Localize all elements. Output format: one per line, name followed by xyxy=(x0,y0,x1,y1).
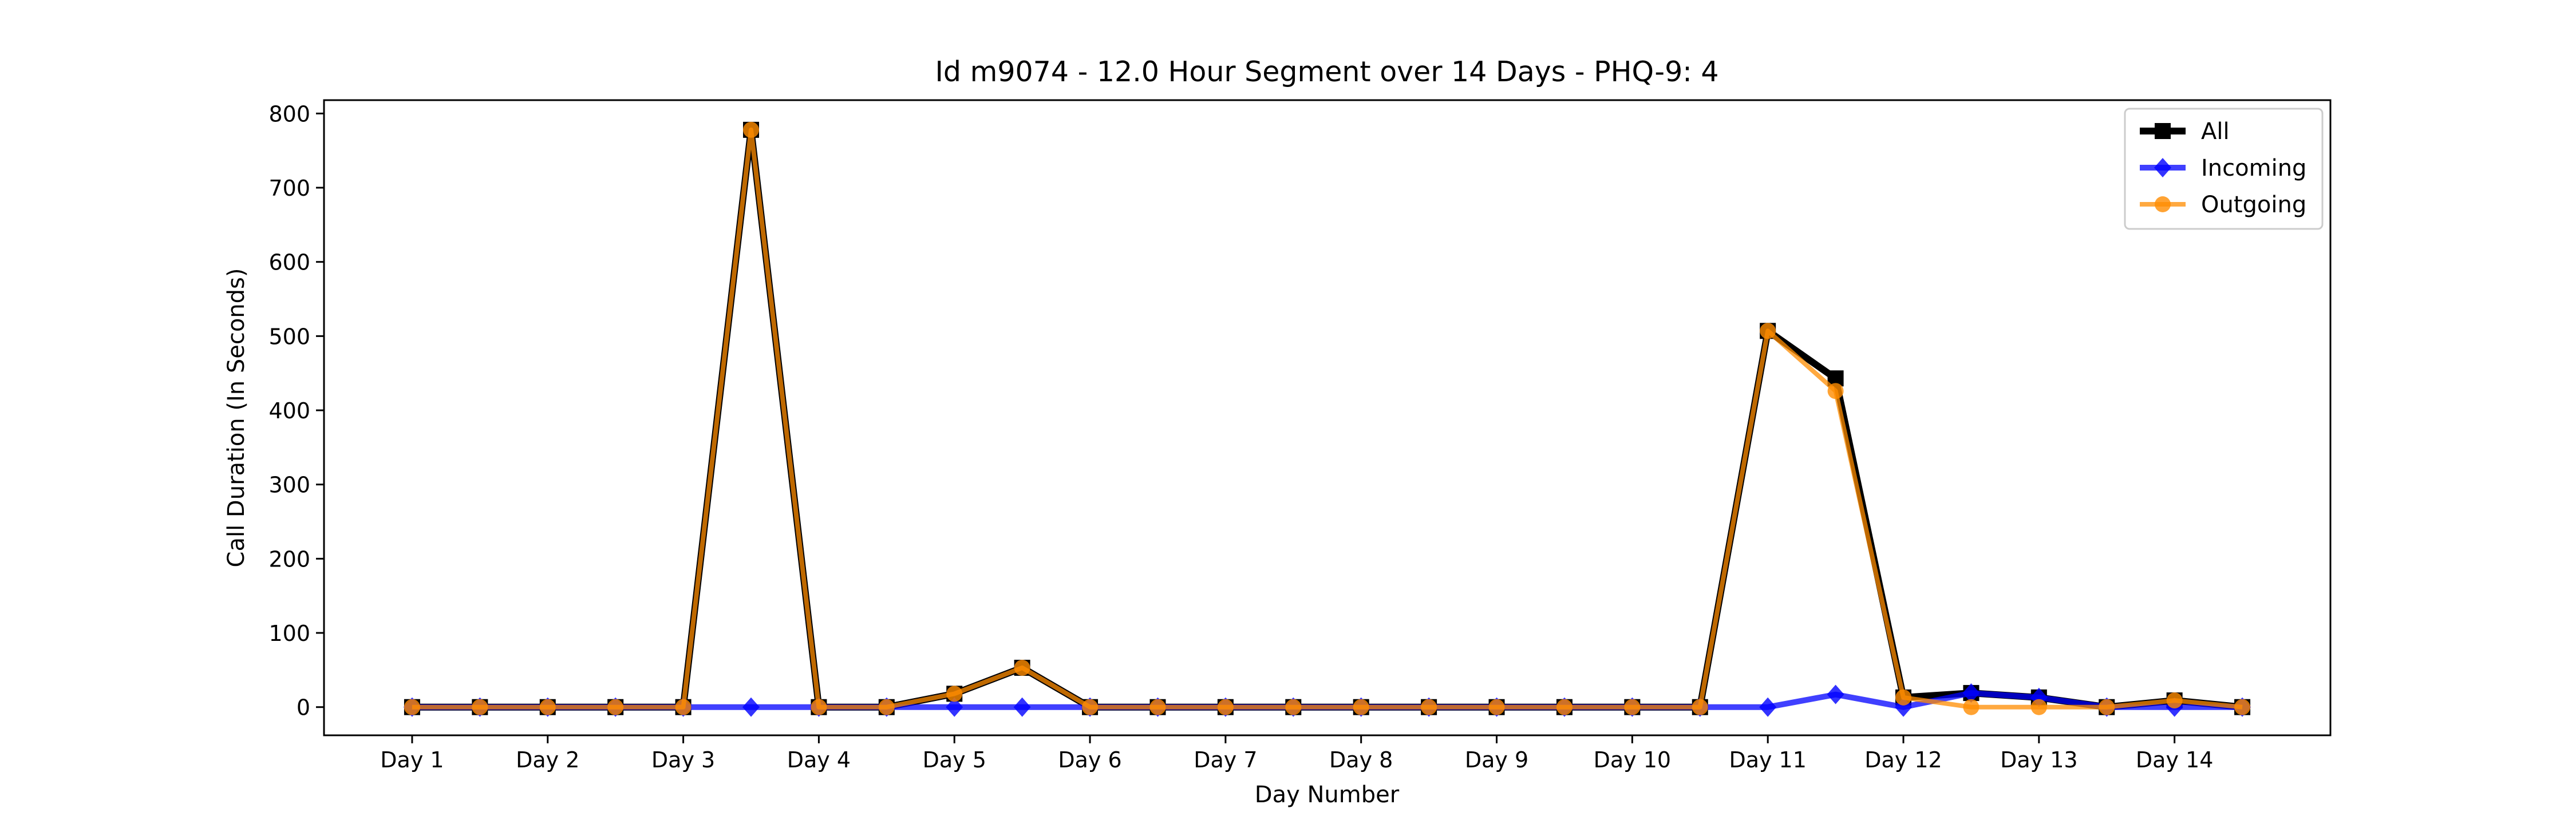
x-tick-label: Day 7 xyxy=(1194,747,1257,772)
legend: All Incoming Outgoing xyxy=(2124,108,2324,230)
data-point xyxy=(1692,699,1708,715)
y-tick-label: 400 xyxy=(268,398,310,423)
x-axis: Day 1 Day 2 Day 3 Day 4 Day 5 Day 6 Day 7 Day 8… xyxy=(380,735,2213,772)
data-point xyxy=(2030,699,2047,715)
x-tick-label: Day 8 xyxy=(1329,747,1393,772)
data-point xyxy=(1149,699,1166,715)
data-point xyxy=(742,121,759,138)
y-tick-label: 600 xyxy=(268,250,310,275)
x-tick-label: Day 4 xyxy=(787,747,851,772)
data-point xyxy=(607,699,624,715)
y-tick-label: 200 xyxy=(268,546,310,572)
legend-marker xyxy=(2155,123,2171,139)
data-point xyxy=(946,697,963,717)
data-point xyxy=(1759,697,1777,717)
data-point xyxy=(878,699,895,715)
data-point xyxy=(1217,699,1234,715)
data-point xyxy=(811,699,827,715)
x-tick-label: Day 11 xyxy=(1729,747,1806,772)
plot-area xyxy=(403,121,2251,717)
y-tick-label: 700 xyxy=(268,176,310,201)
x-tick-label: Day 3 xyxy=(651,747,715,772)
data-point xyxy=(1014,659,1030,676)
x-tick-label: Day 1 xyxy=(380,747,444,772)
data-point xyxy=(1963,699,1980,715)
data-point xyxy=(1285,699,1302,715)
data-point xyxy=(1353,699,1369,715)
x-tick-label: Day 10 xyxy=(1594,747,1671,772)
data-point xyxy=(2234,699,2251,715)
legend-label: All xyxy=(2201,118,2230,145)
plot-frame xyxy=(323,99,2332,736)
data-point xyxy=(1624,699,1641,715)
data-point xyxy=(2166,692,2183,709)
x-tick-label: Day 6 xyxy=(1058,747,1121,772)
x-tick-label: Day 14 xyxy=(2136,747,2213,772)
y-axis-label: Call Duration (In Seconds) xyxy=(223,268,250,568)
data-point xyxy=(1760,323,1776,339)
data-point xyxy=(1421,699,1437,715)
data-point xyxy=(1827,383,1844,399)
legend-marker xyxy=(2154,158,2171,177)
series-line-outgoing xyxy=(412,127,2243,710)
y-tick-label: 500 xyxy=(268,324,310,349)
chart-title: Id m9074 - 12.0 Hour Segment over 14 Day… xyxy=(935,56,1718,88)
legend-label: Incoming xyxy=(2201,155,2306,181)
x-tick-label: Day 12 xyxy=(1864,747,1942,772)
x-tick-label: Day 5 xyxy=(923,747,986,772)
data-point xyxy=(1962,683,1980,703)
legend-marker xyxy=(2155,196,2171,212)
data-point xyxy=(1013,697,1031,717)
x-tick-label: Day 2 xyxy=(516,747,579,772)
data-point xyxy=(1082,699,1099,715)
y-tick-label: 300 xyxy=(268,473,310,498)
y-tick-label: 100 xyxy=(268,621,310,646)
y-axis: 0 100 200 300 400 500 600 700 800 xyxy=(268,101,324,720)
data-point xyxy=(1556,699,1573,715)
y-tick-label: 800 xyxy=(268,101,310,126)
series-outgoing xyxy=(404,121,2251,715)
data-point xyxy=(539,699,556,715)
data-point xyxy=(742,697,760,717)
x-axis-label: Day Number xyxy=(1255,782,1400,808)
x-tick-label: Day 13 xyxy=(2000,747,2077,772)
y-tick-label: 0 xyxy=(297,695,310,720)
data-point xyxy=(1488,699,1505,715)
data-point xyxy=(946,686,963,702)
data-point xyxy=(675,699,692,715)
data-point xyxy=(1895,689,1912,706)
data-point xyxy=(472,699,488,715)
data-point xyxy=(1827,684,1844,704)
legend-label: Outgoing xyxy=(2201,192,2306,218)
data-point xyxy=(2099,699,2115,715)
legend-box xyxy=(2124,108,2324,230)
x-tick-label: Day 9 xyxy=(1465,747,1528,772)
data-point xyxy=(404,699,420,715)
